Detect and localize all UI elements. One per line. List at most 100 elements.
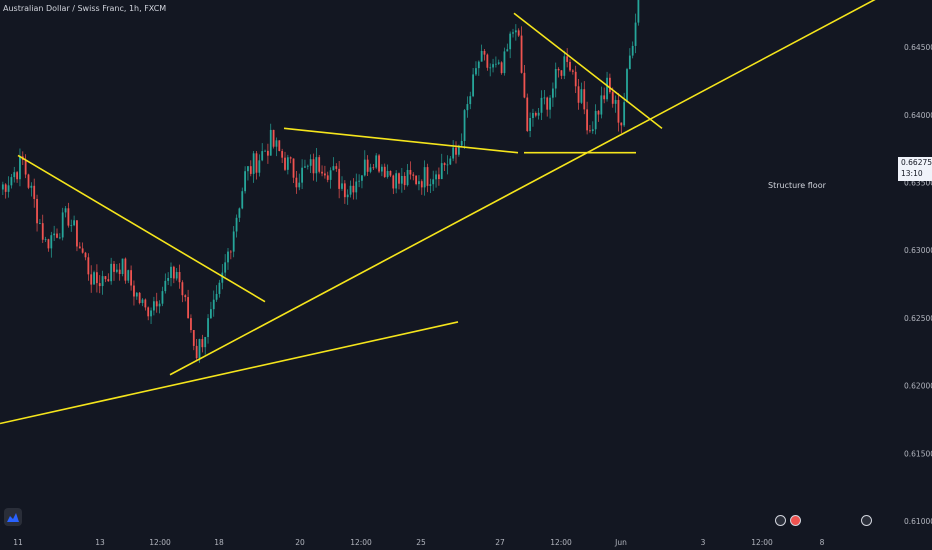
- x-tick-label: Jun: [614, 538, 627, 547]
- candle-body: [517, 30, 520, 36]
- candle-body: [241, 191, 244, 209]
- trendline[interactable]: [0, 321, 459, 425]
- candle-body: [147, 307, 150, 317]
- candle-body: [506, 49, 509, 52]
- candle-body: [495, 63, 497, 65]
- chart-title: Australian Dollar / Swiss Franc, 1h, FXC…: [3, 4, 167, 13]
- trendline[interactable]: [17, 154, 266, 303]
- candle-body: [73, 220, 75, 226]
- candle-body: [90, 274, 93, 285]
- candle-body: [543, 97, 546, 99]
- trendline[interactable]: [169, 0, 900, 376]
- candle-body: [13, 172, 16, 178]
- tradingview-logo-icon[interactable]: [4, 508, 22, 526]
- candle-body: [571, 70, 574, 72]
- candle-body: [155, 301, 158, 307]
- candle-body: [30, 185, 33, 188]
- time-axis[interactable]: 11 13 12:00 18 20 12:00 25 27 12:00 Jun 3 12:00 8: [13, 538, 824, 547]
- bar-countdown: 13:10: [901, 169, 923, 178]
- event-flag-icon[interactable]: [790, 515, 801, 526]
- candle-body: [497, 62, 500, 64]
- candle-body: [429, 184, 432, 186]
- candle-body: [10, 177, 13, 186]
- trendlines-layer: Structure floor: [0, 0, 900, 425]
- candle-body: [175, 272, 178, 279]
- candle-body: [238, 208, 241, 218]
- candle-body: [597, 110, 600, 115]
- candle-body: [554, 68, 557, 89]
- candle-body: [466, 104, 469, 111]
- candle-body: [67, 208, 70, 226]
- y-tick-label: 0.63000: [904, 246, 932, 255]
- candle-body: [418, 181, 420, 185]
- candle-body: [389, 170, 392, 176]
- candle-body: [41, 223, 44, 240]
- candle-body: [275, 140, 278, 147]
- candle-body: [101, 276, 104, 287]
- candle-body: [19, 156, 21, 180]
- candle-body: [164, 280, 167, 292]
- candle-body: [258, 160, 261, 173]
- candle-body: [514, 30, 517, 33]
- candle-body: [267, 150, 269, 156]
- candle-body: [304, 166, 306, 168]
- candle-body: [358, 180, 360, 182]
- candle-body: [218, 282, 221, 294]
- candle-body: [628, 55, 631, 70]
- candle-body: [221, 272, 224, 283]
- candle-body: [460, 140, 463, 146]
- candle-body: [586, 109, 588, 131]
- candle-body: [363, 159, 366, 176]
- candle-body: [27, 174, 30, 188]
- candle-body: [47, 239, 50, 249]
- candle-body: [346, 194, 349, 198]
- candle-body: [614, 99, 617, 104]
- event-flag-icon[interactable]: [775, 515, 786, 526]
- last-price-tag: 0.66275 13:10: [898, 157, 932, 181]
- candle-body: [611, 92, 614, 104]
- candle-body: [583, 89, 586, 110]
- candle-body: [420, 181, 423, 188]
- candle-body: [201, 339, 204, 348]
- candle-body: [637, 0, 640, 23]
- candle-body: [512, 32, 514, 34]
- candle-body: [375, 155, 378, 168]
- candle-body: [261, 151, 264, 161]
- candles-layer: [1, 0, 640, 363]
- candle-body: [483, 50, 486, 55]
- price-axis[interactable]: 0.685000.680000.675000.670000.665000.655…: [904, 0, 932, 526]
- candle-body: [400, 176, 403, 184]
- candle-body: [532, 112, 534, 119]
- y-tick-label: 0.64000: [904, 111, 932, 120]
- candle-body: [634, 22, 637, 46]
- event-flag-icon[interactable]: [861, 515, 872, 526]
- candle-body: [64, 208, 67, 213]
- candle-body: [50, 235, 53, 249]
- candle-body: [552, 88, 554, 98]
- candle-body: [580, 89, 583, 103]
- candle-body: [210, 309, 212, 319]
- x-tick-label: 8: [820, 538, 825, 547]
- candle-body: [190, 318, 192, 331]
- y-tick-label: 0.61000: [904, 517, 932, 526]
- candle-body: [341, 183, 343, 189]
- candle-body: [198, 339, 201, 359]
- trendline[interactable]: [283, 127, 519, 154]
- candle-body: [606, 77, 608, 100]
- candle-body: [235, 217, 238, 232]
- annotation-structure-floor[interactable]: Structure floor: [768, 181, 827, 190]
- trendline[interactable]: [513, 12, 663, 129]
- candle-body: [178, 272, 181, 283]
- candle-body: [36, 198, 38, 224]
- candle-body: [153, 301, 155, 311]
- candle-body: [372, 167, 375, 169]
- candle-body: [463, 110, 466, 141]
- candle-body: [412, 174, 415, 176]
- candle-body: [569, 61, 571, 71]
- candle-body: [617, 99, 620, 123]
- candle-body: [609, 77, 611, 93]
- candle-body: [383, 166, 386, 177]
- candle-body: [446, 164, 449, 166]
- candle-body: [96, 272, 98, 284]
